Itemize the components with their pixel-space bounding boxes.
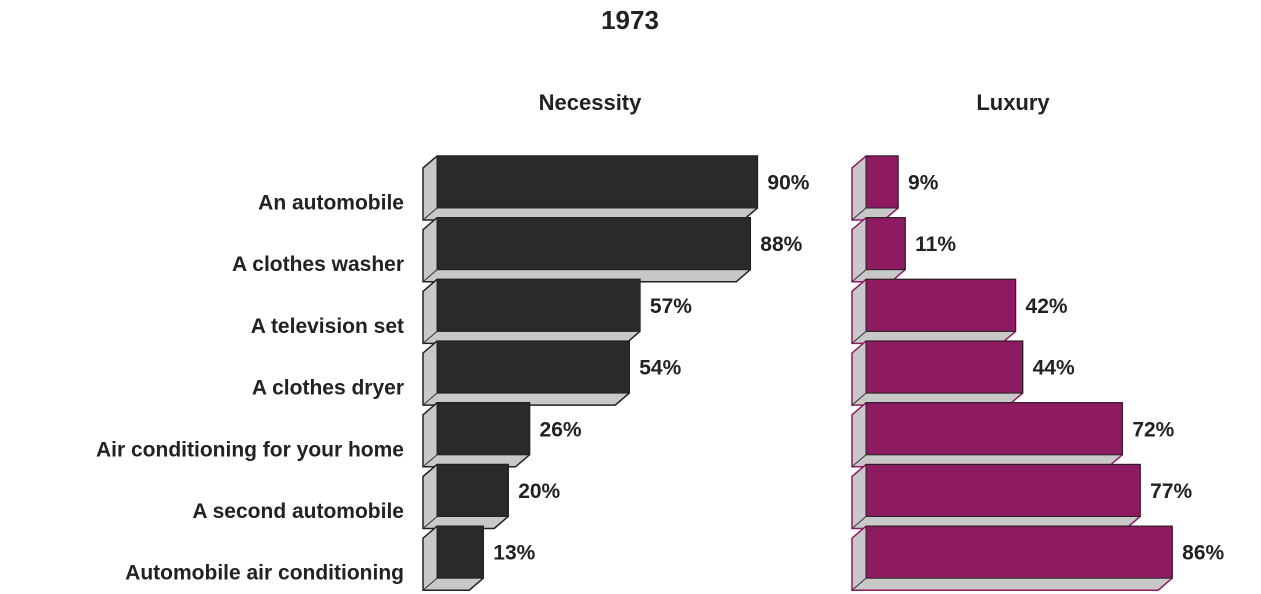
bar-edge: [851, 269, 867, 283]
bar: [422, 216, 752, 283]
value-label: 77%: [1150, 480, 1192, 503]
bar-face: [436, 217, 751, 271]
bar: [851, 340, 1024, 406]
bar-edge: [422, 207, 438, 221]
value-label: 54%: [639, 357, 681, 380]
bar-face: [436, 525, 484, 579]
value-label: 42%: [1026, 295, 1068, 318]
category-label: A clothes dryer: [252, 377, 404, 400]
category-label: A television set: [251, 315, 404, 338]
bar: [422, 525, 485, 591]
bar-face: [436, 402, 531, 456]
bar-face: [865, 525, 1173, 579]
category-label: Air conditioning for your home: [96, 438, 404, 461]
bar-edge: [851, 331, 867, 344]
bar: [851, 525, 1173, 591]
value-label: 44%: [1033, 357, 1075, 380]
bar-face: [865, 402, 1123, 456]
bar: [851, 278, 1017, 345]
panel-title: Luxury: [976, 90, 1050, 115]
bar-face: [865, 278, 1017, 332]
category-label: Automobile air conditioning: [125, 562, 404, 585]
bar: [422, 155, 759, 221]
category-label: A clothes washer: [232, 253, 404, 276]
bar: [851, 463, 1141, 530]
bar-face: [865, 155, 899, 209]
bar: [422, 402, 531, 468]
value-label: 20%: [518, 480, 560, 503]
bar-edge: [851, 516, 867, 529]
value-label: 90%: [767, 172, 809, 195]
bar-face: [436, 340, 630, 394]
bar-edge: [851, 577, 867, 591]
bar-edge: [422, 331, 438, 344]
bar-face: [865, 340, 1024, 394]
value-label: 9%: [908, 172, 939, 195]
value-label: 26%: [540, 418, 582, 441]
value-label: 88%: [760, 233, 802, 256]
bar: [422, 463, 509, 530]
bar-edge: [422, 516, 438, 529]
category-label: A second automobile: [192, 500, 404, 523]
value-label: 13%: [493, 542, 535, 565]
bar: [422, 278, 641, 345]
bar: [422, 340, 630, 406]
bar-face: [865, 464, 1141, 517]
panel-title: Necessity: [539, 90, 643, 115]
bar-edge: [851, 207, 867, 221]
bar-face: [436, 155, 758, 209]
bar-face: [865, 217, 906, 271]
bar-edge: [422, 269, 438, 283]
bar: [851, 402, 1124, 468]
chart-title: 1973: [601, 5, 659, 35]
value-label: 86%: [1182, 542, 1224, 565]
value-label: 72%: [1132, 418, 1174, 441]
bar-edge: [851, 454, 867, 468]
bar-face: [436, 464, 509, 517]
category-label: An automobile: [258, 192, 404, 215]
bar: [851, 155, 899, 221]
bar-edge: [422, 454, 438, 468]
value-label: 11%: [915, 233, 956, 256]
bar: [851, 216, 906, 283]
bar-edge: [422, 577, 438, 591]
bar-face: [436, 278, 641, 332]
bar-edge: [851, 392, 867, 406]
bar-edge: [422, 392, 438, 406]
value-label: 57%: [650, 295, 692, 318]
